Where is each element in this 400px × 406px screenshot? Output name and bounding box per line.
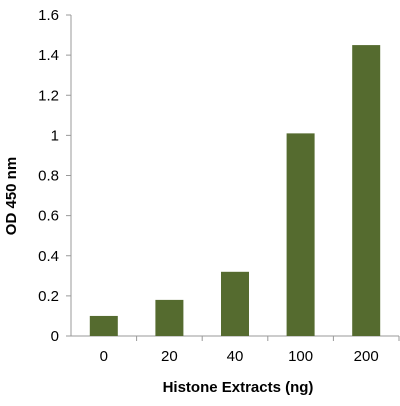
bar-40 xyxy=(221,271,249,336)
y-tick-label: 0 xyxy=(51,328,59,345)
y-tick-label: 1 xyxy=(51,127,59,144)
x-tick-label: 0 xyxy=(100,348,108,365)
y-tick-label: 1.4 xyxy=(38,47,59,64)
x-tick-label: 40 xyxy=(227,348,244,365)
plot-area: 0 0.2 0.4 0.6 0.8 1 1.2 1.4 1.6 0 20 40 100 200 xyxy=(38,7,400,365)
x-axis-title: Histone Extracts (ng) xyxy=(163,379,314,396)
y-tick-label: 1.2 xyxy=(38,87,59,104)
bar-200 xyxy=(352,45,381,336)
y-tick-label: 0.4 xyxy=(38,248,59,265)
bar-20 xyxy=(155,299,184,336)
x-tick-label: 20 xyxy=(161,348,178,365)
y-axis-title: OD 450 nm xyxy=(3,157,20,235)
y-tick-label: 0.2 xyxy=(38,288,59,305)
y-tick-label: 1.6 xyxy=(38,7,59,24)
bar-0 xyxy=(89,315,118,336)
bar-100 xyxy=(286,133,315,336)
y-tick-label: 0.8 xyxy=(38,168,59,185)
x-tick-label: 100 xyxy=(288,348,313,365)
x-tick-label: 200 xyxy=(354,348,379,365)
y-tick-label: 0.6 xyxy=(38,208,59,225)
